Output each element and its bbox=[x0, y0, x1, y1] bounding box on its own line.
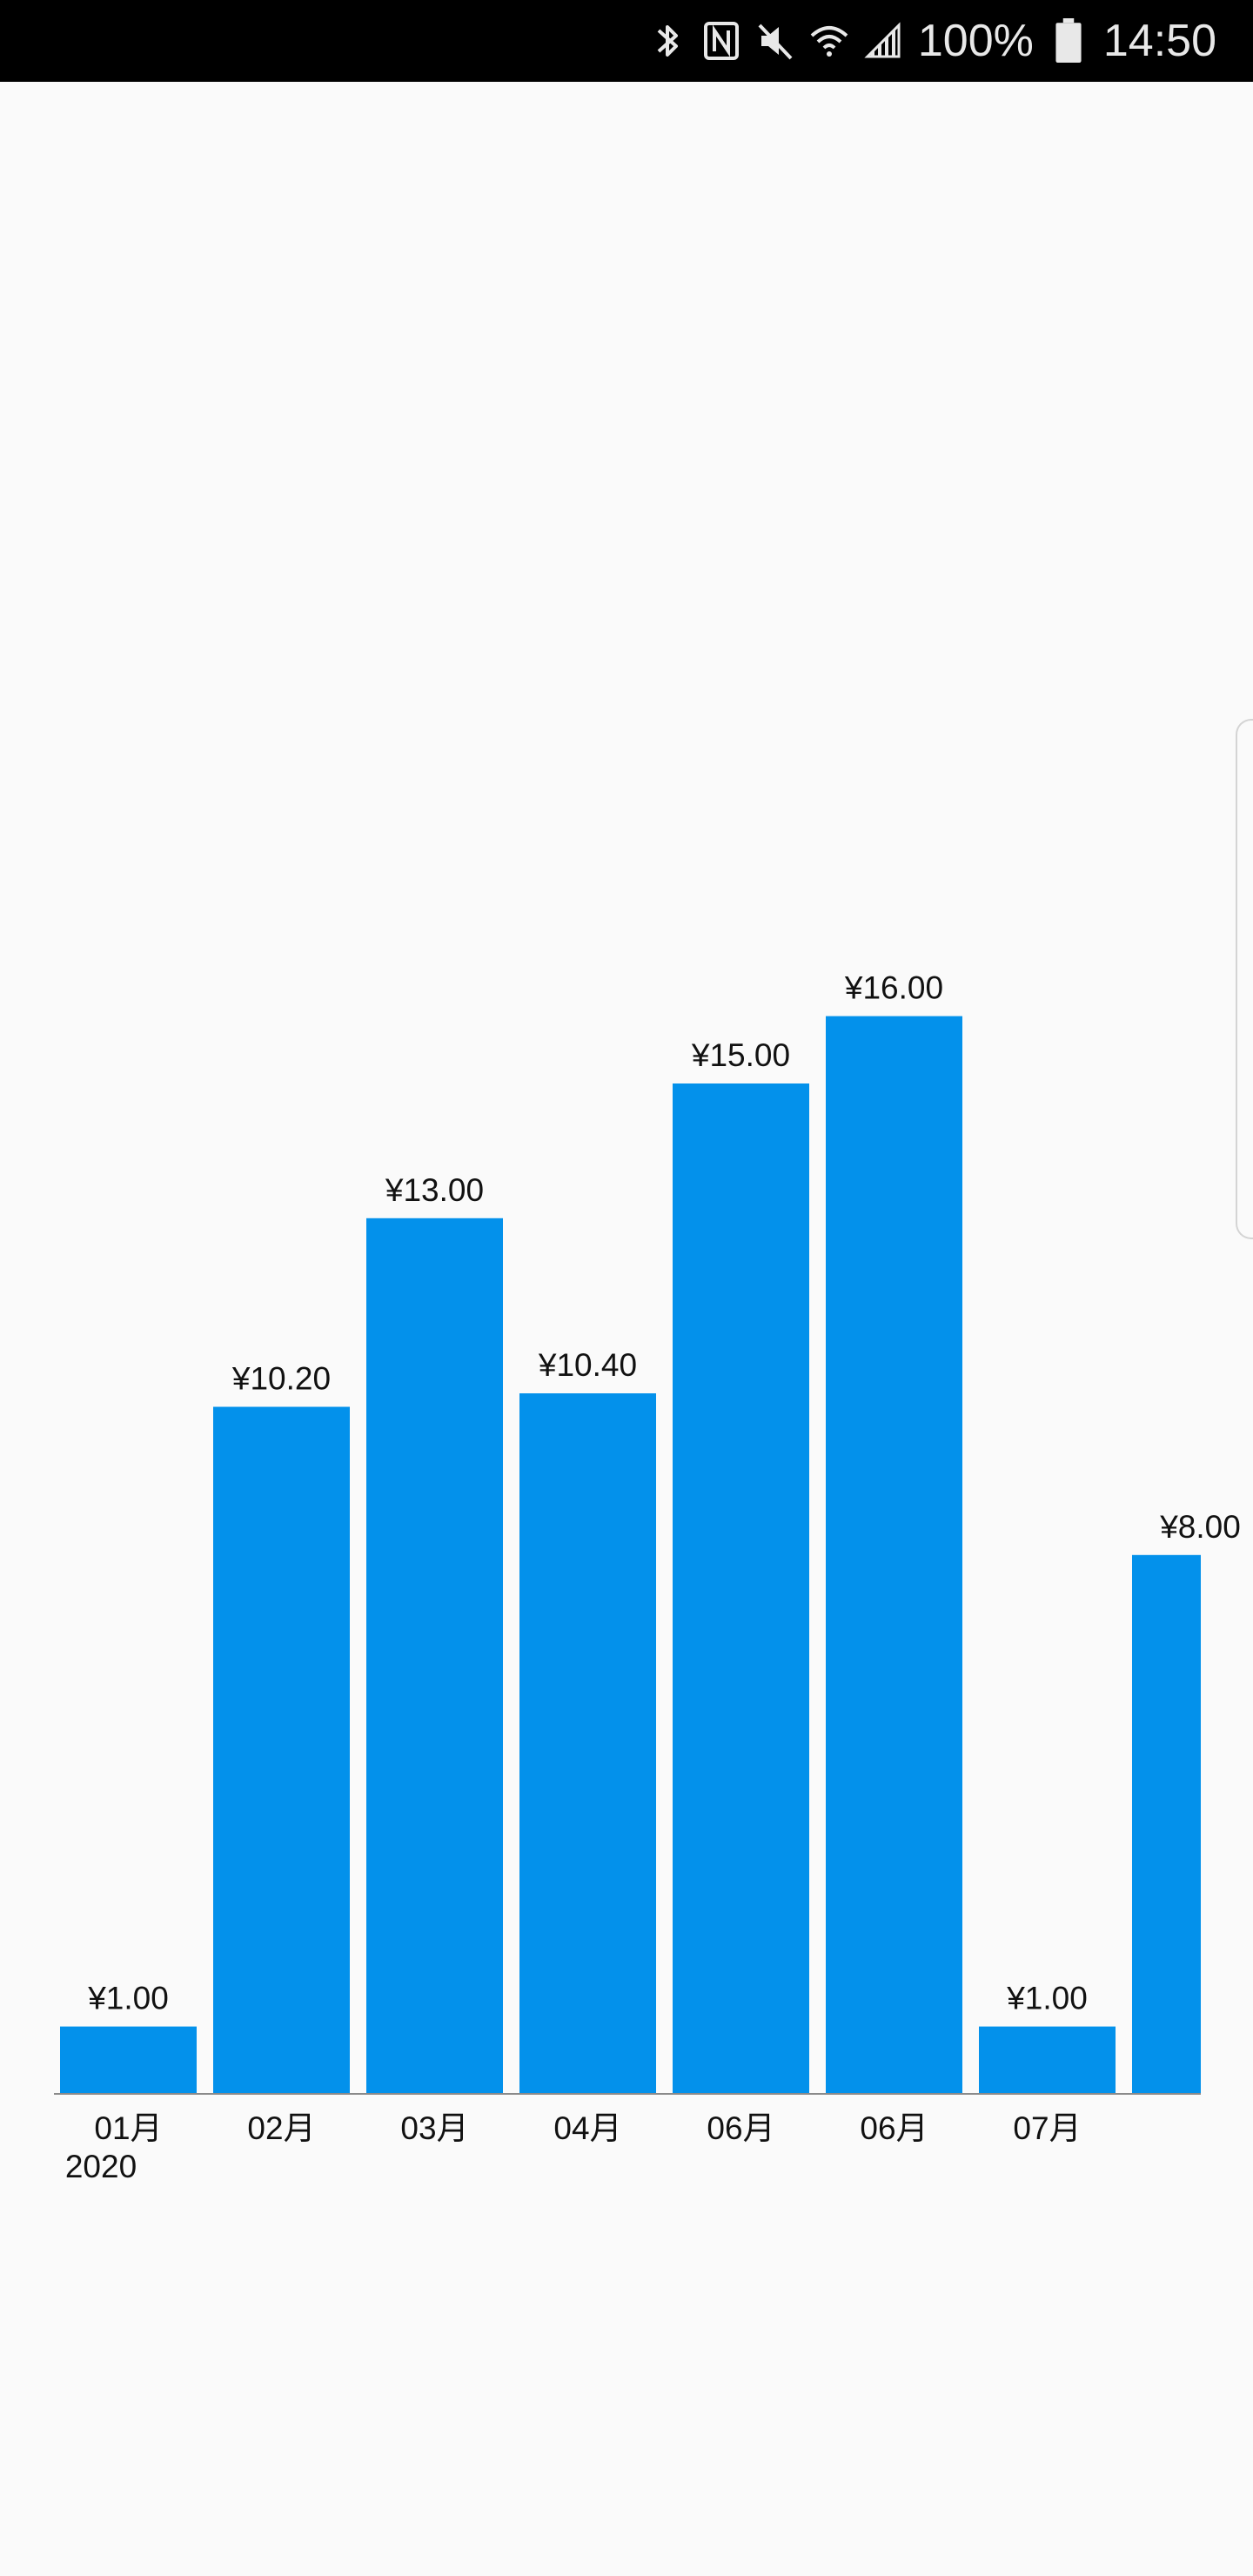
bar-value-label-6: ¥16.00 bbox=[844, 970, 943, 1006]
chart-area[interactable]: ¥1.00 01月 ¥10.20 02月 ¥13.00 03月 ¥10.40 04月 ¥15.0… bbox=[0, 82, 1253, 2576]
bar-8[interactable] bbox=[1132, 1554, 1201, 2094]
edge-panel-handle[interactable] bbox=[1236, 719, 1253, 1239]
bar-7[interactable] bbox=[979, 2026, 1116, 2094]
bar-value-label-4: ¥10.40 bbox=[538, 1347, 637, 1383]
bar-4[interactable] bbox=[519, 1393, 656, 2094]
bar-2[interactable] bbox=[213, 1406, 350, 2094]
bluetooth-icon bbox=[648, 18, 687, 64]
bar-5[interactable] bbox=[673, 1083, 809, 2094]
bar-value-label-1: ¥1.00 bbox=[87, 1981, 169, 2016]
bar-6[interactable] bbox=[826, 1016, 962, 2094]
bar-value-label-3: ¥13.00 bbox=[385, 1172, 484, 1208]
bar-chart: ¥1.00 01月 ¥10.20 02月 ¥13.00 03月 ¥10.40 04月 ¥15.0… bbox=[54, 970, 1241, 2184]
bar-1[interactable] bbox=[60, 2026, 197, 2094]
bar-3[interactable] bbox=[366, 1218, 503, 2094]
bar-value-label-5: ¥15.00 bbox=[691, 1037, 790, 1073]
x-tick-label-4: 04月 bbox=[553, 2110, 621, 2146]
x-tick-label-3: 03月 bbox=[400, 2110, 468, 2146]
battery-percent: 100% bbox=[917, 16, 1034, 66]
nfc-icon bbox=[702, 18, 740, 64]
status-bar: 100% 14:50 bbox=[0, 0, 1253, 82]
x-tick-label-6: 06月 bbox=[860, 2110, 928, 2146]
battery-icon bbox=[1049, 18, 1088, 64]
bar-value-label-7: ¥1.00 bbox=[1006, 1981, 1088, 2016]
signal-icon bbox=[864, 18, 902, 64]
mute-icon bbox=[756, 18, 794, 64]
bar-value-label-8: ¥8.00 bbox=[1159, 1509, 1241, 1545]
x-tick-label-1: 01月 bbox=[94, 2110, 162, 2146]
x-tick-label-7: 07月 bbox=[1013, 2110, 1081, 2146]
x-tick-label-5: 06月 bbox=[707, 2110, 774, 2146]
x-tick-label-2: 02月 bbox=[247, 2110, 315, 2146]
bar-value-label-2: ¥10.20 bbox=[231, 1361, 331, 1397]
clock: 14:50 bbox=[1102, 16, 1216, 66]
wifi-icon bbox=[810, 18, 848, 64]
year-label: 2020 bbox=[65, 2149, 137, 2184]
